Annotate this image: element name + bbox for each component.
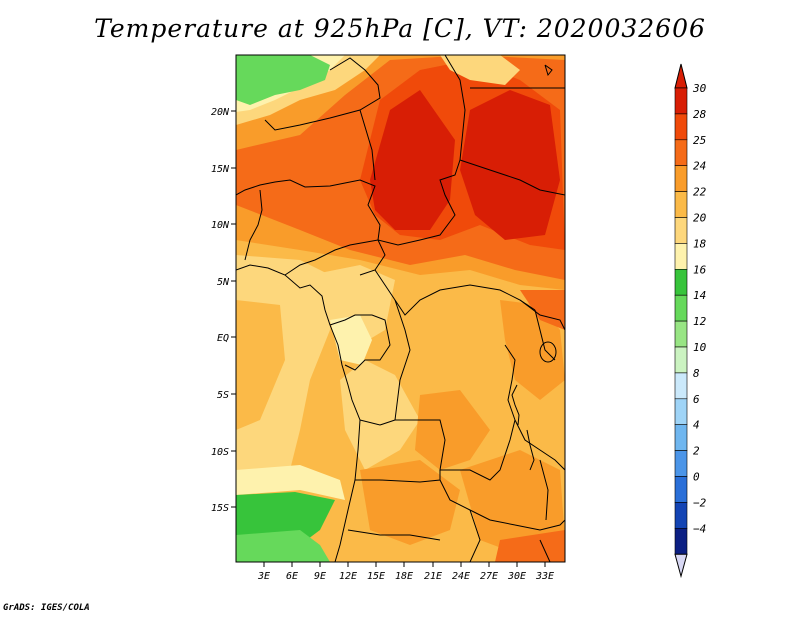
- lon-tick-label: 15E: [367, 571, 385, 582]
- colorbar-swatch: [674, 372, 688, 400]
- lon-tick-label: 9E: [314, 571, 326, 582]
- colorbar-label: 28: [693, 108, 707, 121]
- lat-tick-label: 10N: [211, 220, 230, 231]
- colorbar-label: 24: [693, 160, 706, 173]
- lat-tick-label: 15S: [211, 503, 229, 514]
- colorbar-swatch: [674, 87, 688, 115]
- colorbar-label: 2: [693, 445, 700, 458]
- colorbar-label: 6: [693, 393, 700, 406]
- colorbar-label: 12: [693, 315, 707, 328]
- lon-tick-label: 27E: [480, 571, 498, 582]
- lon-tick-label: 33E: [535, 571, 554, 582]
- colorbar-arrow-top: [674, 63, 688, 89]
- colorbar-label: 30: [692, 82, 707, 95]
- lon-tick-label: 21E: [424, 571, 442, 582]
- colorbar-arrow-bottom: [674, 553, 688, 579]
- colorbar-swatch: [674, 191, 688, 218]
- colorbar-label: 4: [693, 419, 700, 432]
- colorbar-label: −4: [693, 522, 706, 535]
- country-borders: [236, 55, 565, 562]
- colorbar-swatch: [674, 527, 688, 555]
- map-frame: [235, 54, 566, 563]
- colorbar-label: −2: [693, 496, 707, 509]
- colorbar-swatch: [674, 165, 688, 192]
- lon-tick-label: 12E: [339, 571, 357, 582]
- colorbar-swatch: [674, 243, 688, 270]
- colorbar-swatch: [674, 139, 688, 167]
- colorbar-swatch: [674, 398, 688, 425]
- colorbar-swatch: [674, 217, 688, 244]
- colorbar-label: 8: [693, 367, 700, 380]
- colorbar-label: 16: [693, 263, 707, 276]
- lon-tick-label: 18E: [395, 571, 413, 582]
- lat-tick-label: 20N: [211, 107, 230, 118]
- colorbar-swatch: [674, 113, 688, 141]
- lat-axis: 20N 15N 10N 5N EQ 5S 10S 15S: [211, 107, 236, 514]
- lon-tick-label: 30E: [507, 571, 526, 582]
- colorbar-swatch: [674, 476, 688, 503]
- colorbar-label: 20: [693, 212, 707, 225]
- lon-tick-label: 3E: [257, 571, 270, 582]
- map-title: Temperature at 925hPa [C], VT: 202003260…: [94, 14, 706, 43]
- lat-tick-label: 10S: [211, 447, 229, 458]
- colorbar-label: 25: [693, 134, 706, 147]
- lakes: [511, 341, 557, 521]
- colorbar-label: 0: [693, 471, 700, 484]
- grads-credit: GrADS: IGES/COLA: [3, 603, 90, 613]
- colorbar-swatch: [674, 450, 688, 477]
- colorbar-swatch: [674, 346, 688, 374]
- lat-tick-label: 15N: [211, 164, 230, 175]
- lat-tick-label: 5S: [217, 390, 229, 401]
- colorbar-label: 18: [693, 237, 707, 250]
- lat-tick-label: EQ: [217, 333, 229, 344]
- lon-axis: 3E 6E 9E 12E 15E 18E 21E 24E 27E 30E 33E: [257, 562, 554, 582]
- colorbar-swatch: [674, 502, 688, 529]
- lon-tick-label: 6E: [286, 571, 298, 582]
- lat-tick-label: 5N: [217, 277, 230, 288]
- colorbar-swatch: [674, 294, 688, 322]
- colorbar-label: 22: [693, 186, 707, 199]
- lon-tick-label: 24E: [452, 571, 470, 582]
- colorbar-swatch: [674, 268, 688, 296]
- colorbar-swatch: [674, 424, 688, 451]
- colorbar-label: 10: [693, 341, 707, 354]
- colorbar-swatch: [674, 320, 688, 348]
- colorbar-label: 14: [693, 289, 706, 302]
